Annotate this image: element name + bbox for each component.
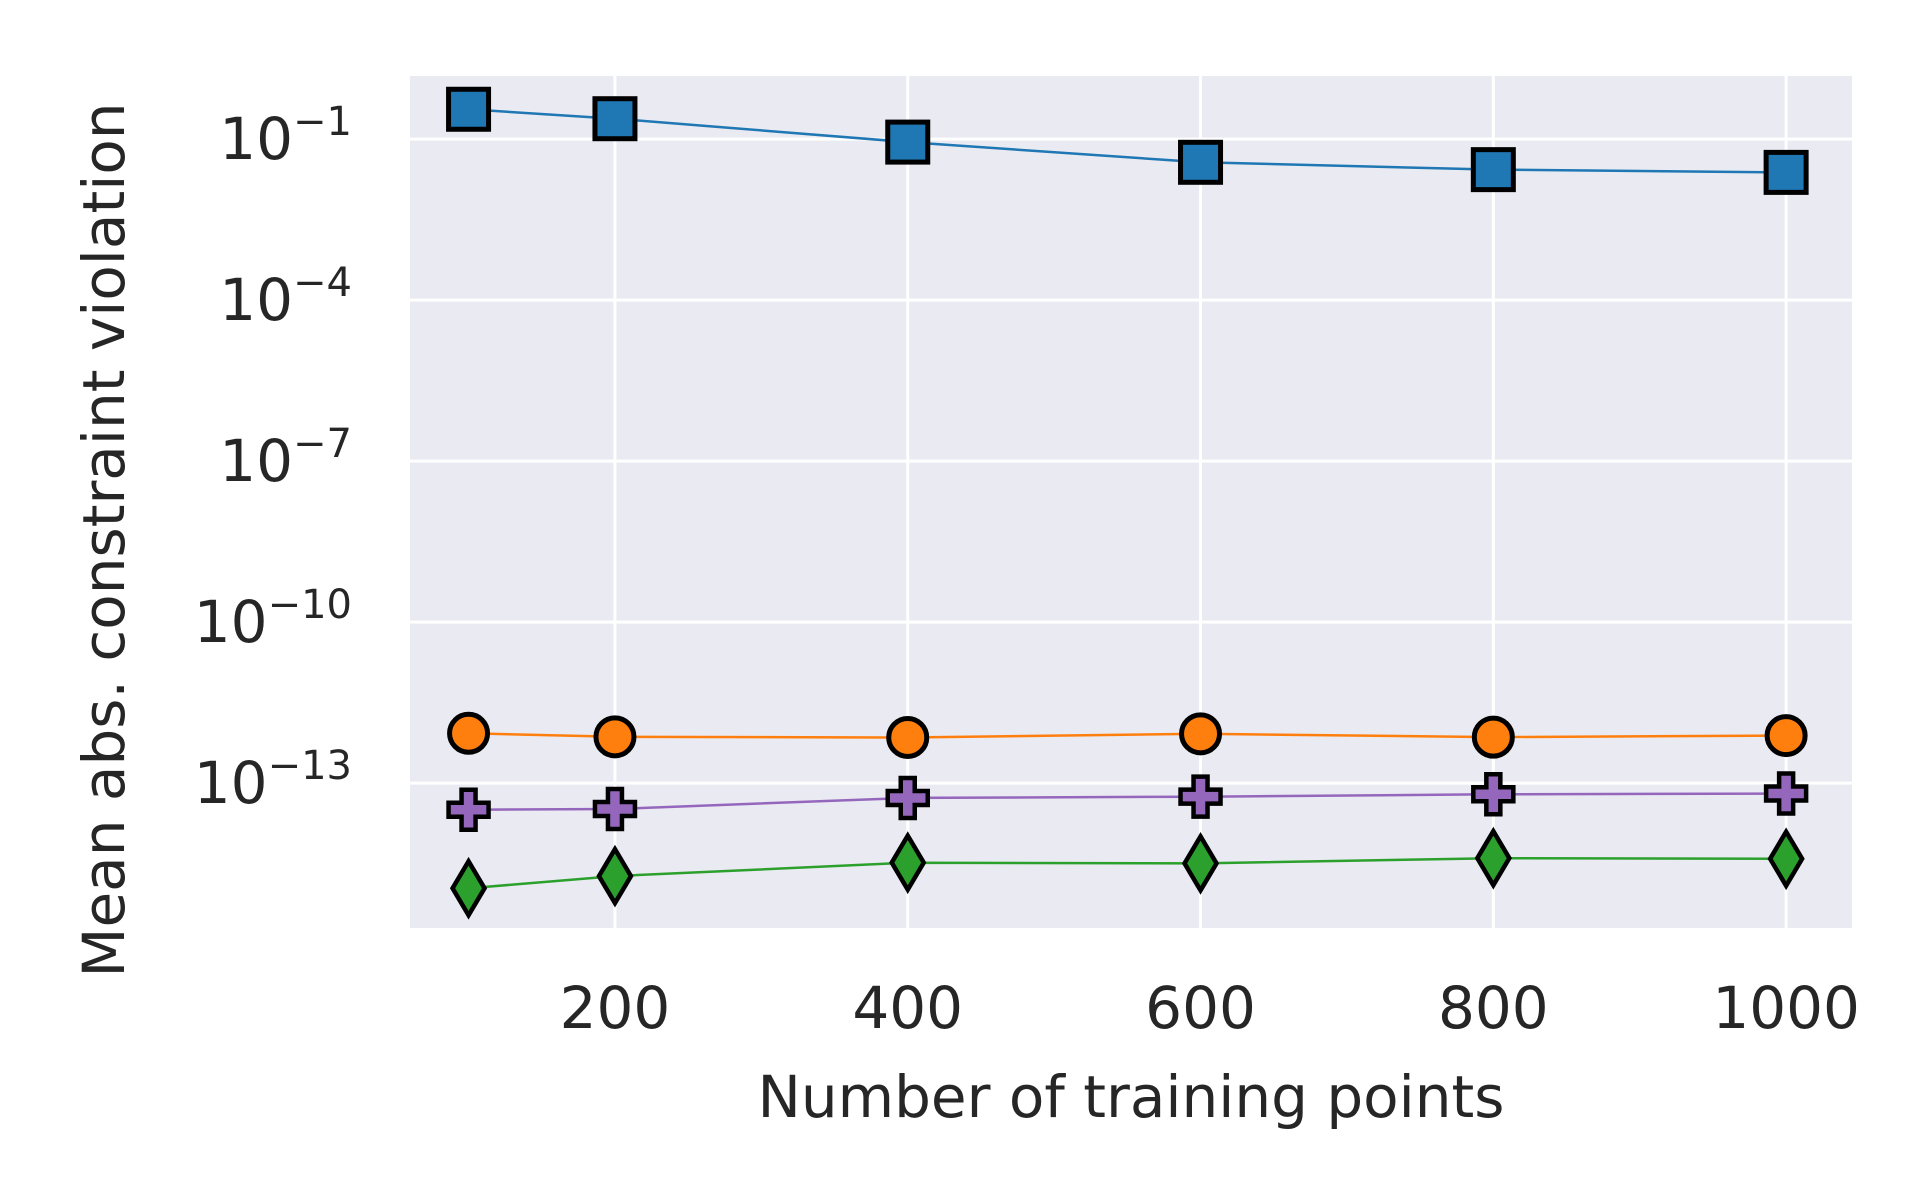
x-tick-label: 800	[1438, 974, 1549, 1042]
y-tick-label: 10−7	[219, 421, 352, 495]
y-tick-base: 10	[194, 749, 268, 817]
x-axis-label: Number of training points	[757, 1063, 1504, 1131]
series-lines	[468, 108, 1787, 890]
square-series-line	[468, 108, 1787, 174]
plus-series-line	[468, 792, 1787, 811]
plus-point	[885, 775, 930, 821]
plus-point	[446, 787, 491, 832]
square-point	[885, 119, 931, 165]
x-tick-label: 1000	[1712, 974, 1860, 1042]
diamond-point	[596, 844, 634, 908]
diamond-point	[1181, 831, 1220, 895]
y-tick-exponent: −1	[293, 99, 352, 145]
x-tick-label: 600	[1145, 974, 1256, 1042]
y-tick-label: 10−10	[194, 582, 352, 656]
grid-lines	[410, 76, 1852, 928]
plus-point	[1471, 772, 1516, 817]
y-tick-exponent: −4	[293, 260, 352, 306]
diamond-point	[449, 856, 488, 920]
diamond-point	[1474, 826, 1512, 890]
y-tick-label: 10−4	[219, 260, 352, 334]
y-tick-base: 10	[219, 105, 293, 173]
x-tick-label: 200	[560, 974, 671, 1042]
plot-area	[410, 76, 1852, 928]
diamond-point	[1767, 827, 1805, 891]
square-point	[446, 86, 492, 132]
plus-point	[592, 786, 638, 832]
circle-point	[1179, 712, 1223, 756]
circle-point	[1764, 714, 1808, 758]
y-tick-base: 10	[194, 588, 268, 656]
square-point	[1763, 149, 1809, 195]
circle-series-line	[468, 732, 1787, 739]
circle-point	[593, 715, 637, 759]
plus-point	[1763, 771, 1809, 816]
square-point	[1470, 147, 1516, 193]
diamond-point	[889, 831, 927, 895]
x-tick-label: 400	[852, 974, 963, 1042]
y-tick-exponent: −13	[268, 743, 352, 789]
y-tick-label: 10−1	[219, 99, 352, 173]
y-axis-label: Mean abs. constraint violation	[70, 102, 138, 977]
circle-point	[1471, 715, 1515, 759]
y-tick-exponent: −10	[268, 582, 352, 628]
y-tick-label: 10−13	[194, 743, 352, 817]
diamond-series-line	[468, 856, 1787, 890]
circle-point	[886, 715, 930, 759]
square-point	[1178, 139, 1224, 185]
circle-point	[447, 711, 491, 755]
y-tick-exponent: −7	[293, 421, 352, 467]
series-markers	[446, 86, 1809, 920]
square-point	[592, 96, 638, 142]
x-tick-labels: 200 400 600 800 1000	[560, 974, 1860, 1042]
y-tick-base: 10	[219, 427, 293, 495]
plus-point	[1178, 774, 1223, 819]
y-tick-base: 10	[219, 266, 293, 334]
